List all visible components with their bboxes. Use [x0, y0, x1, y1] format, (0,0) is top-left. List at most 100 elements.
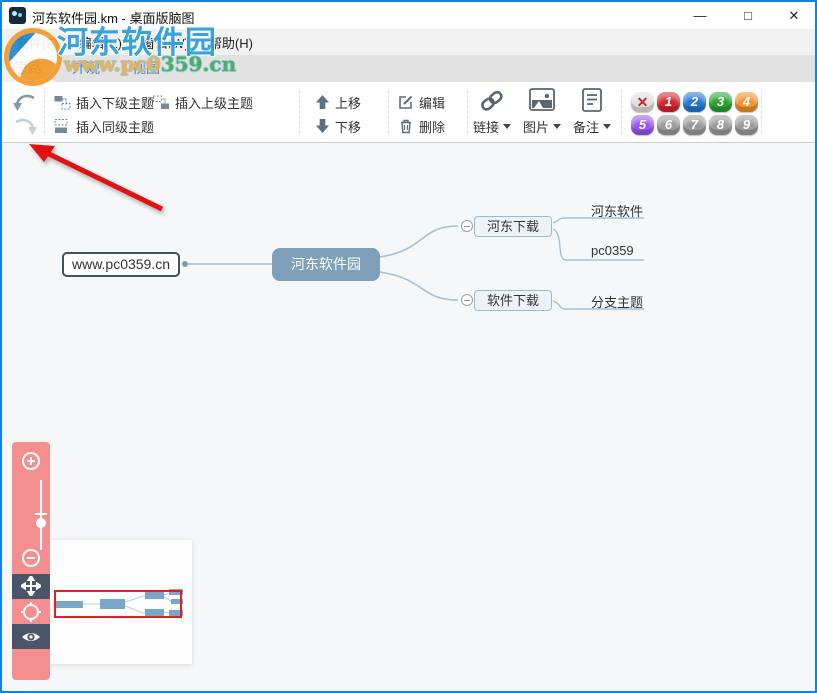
zoom-slider-tick	[35, 513, 47, 515]
redo-icon	[15, 118, 37, 135]
zoom-slider-thumb[interactable]	[36, 518, 46, 528]
collapse-toggle-icon[interactable]	[461, 220, 473, 232]
redo-button[interactable]	[12, 115, 38, 137]
insert-parent-icon	[153, 95, 169, 109]
preview-toggle-button[interactable]	[12, 624, 50, 649]
close-button[interactable]: ✕	[788, 8, 800, 23]
node-leaf-pc0359[interactable]: pc0359	[591, 243, 634, 258]
menu-file[interactable]: 文件(F)	[16, 35, 59, 51]
insert-sibling-button[interactable]: 插入同级主题	[54, 115, 154, 137]
locate-center-button[interactable]	[12, 600, 50, 624]
move-down-label: 下移	[335, 119, 362, 135]
tab-view[interactable]: 视图	[132, 60, 160, 76]
chevron-down-icon	[553, 124, 561, 129]
toolbar-separator	[761, 90, 762, 134]
trash-icon	[401, 119, 411, 134]
node-branch-hedong[interactable]: 河东下载	[474, 216, 552, 237]
note-label: 备注	[572, 120, 599, 135]
link-icon	[465, 88, 519, 114]
minimap-viewport[interactable]	[54, 590, 182, 618]
chevron-down-icon	[503, 124, 511, 129]
toolbar: 插入下级主题 插入上级主题 插入同级主题 上移	[2, 82, 815, 143]
move-up-label: 上移	[335, 95, 362, 111]
window-title: 河东软件园.km - 桌面版脑图	[32, 11, 195, 26]
toolbar-separator	[621, 90, 622, 134]
priority-6-button[interactable]: 6	[657, 115, 680, 135]
minimap-node	[145, 609, 164, 616]
minimap-node	[169, 589, 183, 595]
pan-tool-button[interactable]	[12, 574, 50, 599]
tab-idea[interactable]: 思路	[2, 55, 54, 82]
toolbar-separator	[299, 90, 300, 134]
minimap-node	[171, 599, 183, 604]
minimap-node	[55, 601, 83, 608]
insert-child-button[interactable]: 插入下级主题	[54, 91, 154, 113]
priority-1-button[interactable]: 1	[657, 92, 680, 112]
arrow-up-icon	[315, 94, 330, 110]
insert-sibling-icon	[54, 118, 68, 133]
insert-child-label: 插入下级主题	[76, 95, 155, 111]
zoom-in-button[interactable]	[22, 452, 40, 470]
note-icon	[565, 88, 619, 114]
minimap-node	[100, 599, 125, 609]
node-root[interactable]: 河东软件园	[272, 248, 380, 281]
zoom-out-button[interactable]	[22, 549, 40, 567]
move-icon	[21, 576, 41, 596]
menu-edit[interactable]: 编辑(E)	[78, 35, 122, 51]
edit-label: 编辑	[419, 95, 446, 111]
priority-5-button[interactable]: 5	[631, 115, 654, 135]
delete-label: 删除	[419, 119, 446, 135]
title-bar: 河东软件园.km - 桌面版脑图 — □ ✕	[2, 2, 815, 29]
image-label: 图片	[522, 120, 549, 135]
menu-help[interactable]: 帮助(H)	[208, 35, 253, 51]
toolbar-separator	[467, 90, 468, 134]
edit-button[interactable]: 编辑	[398, 91, 445, 113]
chevron-down-icon	[603, 124, 611, 129]
eye-icon	[22, 633, 40, 641]
insert-parent-button[interactable]: 插入上级主题	[153, 91, 253, 113]
minimap[interactable]	[50, 540, 192, 664]
priority-8-button[interactable]: 8	[709, 115, 732, 135]
crosshair-circle-icon	[21, 602, 41, 622]
tab-appearance[interactable]: 外观	[72, 60, 100, 76]
undo-icon	[13, 94, 35, 111]
app-icon	[9, 7, 26, 24]
insert-child-icon	[54, 95, 71, 109]
node-leaf-hedong-soft[interactable]: 河东软件	[591, 204, 644, 219]
minimap-node	[169, 610, 183, 616]
link-label: 链接	[472, 120, 499, 135]
menu-bar: 文件(F) 编辑(E) 窗口(W) 帮助(H)	[2, 29, 815, 55]
priority-3-button[interactable]: 3	[709, 92, 732, 112]
minimap-node	[145, 592, 164, 599]
delete-button[interactable]: 删除	[398, 115, 445, 137]
undo-button[interactable]	[12, 91, 38, 113]
priority-clear-button[interactable]: ✕	[631, 92, 654, 112]
image-button[interactable]: 图片	[515, 88, 569, 136]
minimize-button[interactable]: —	[693, 8, 707, 23]
edit-icon	[399, 95, 413, 109]
priority-9-button[interactable]: 9	[735, 115, 758, 135]
node-leaf-branch-topic[interactable]: 分支主题	[591, 295, 644, 310]
arrow-down-icon	[315, 118, 330, 134]
node-www-pc0359[interactable]: www.pc0359.cn	[62, 252, 180, 277]
toolbar-separator	[388, 90, 389, 134]
insert-parent-label: 插入上级主题	[175, 95, 254, 111]
collapse-toggle-icon[interactable]	[461, 294, 473, 306]
note-button[interactable]: 备注	[565, 88, 619, 136]
navigator-panel	[12, 442, 50, 680]
node-branch-software[interactable]: 软件下载	[474, 290, 552, 311]
zoom-slider[interactable]	[40, 480, 42, 550]
priority-4-button[interactable]: 4	[735, 92, 758, 112]
menu-window[interactable]: 窗口(W)	[141, 35, 189, 51]
insert-sibling-label: 插入同级主题	[76, 119, 155, 135]
link-button[interactable]: 链接	[465, 88, 519, 136]
move-up-button[interactable]: 上移	[315, 91, 361, 113]
toolbar-separator	[44, 90, 45, 134]
priority-7-button[interactable]: 7	[683, 115, 706, 135]
priority-2-button[interactable]: 2	[683, 92, 706, 112]
move-down-button[interactable]: 下移	[315, 115, 361, 137]
image-icon	[515, 88, 569, 114]
maximize-button[interactable]: □	[744, 8, 752, 23]
ribbon-tab-bar: 思路 外观 视图	[2, 55, 815, 82]
